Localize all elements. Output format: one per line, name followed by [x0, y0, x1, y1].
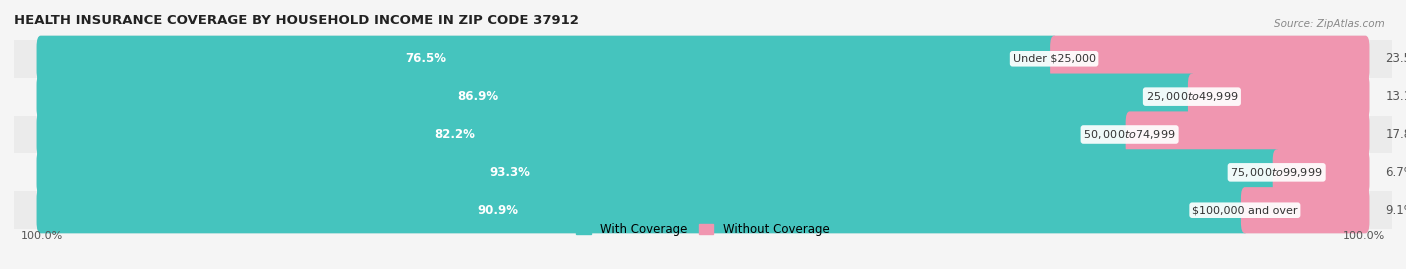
Text: 23.5%: 23.5%: [1385, 52, 1406, 65]
Text: $50,000 to $74,999: $50,000 to $74,999: [1084, 128, 1175, 141]
FancyBboxPatch shape: [37, 73, 1197, 120]
Text: HEALTH INSURANCE COVERAGE BY HOUSEHOLD INCOME IN ZIP CODE 37912: HEALTH INSURANCE COVERAGE BY HOUSEHOLD I…: [14, 14, 579, 27]
Text: $25,000 to $49,999: $25,000 to $49,999: [1146, 90, 1239, 103]
Text: 100.0%: 100.0%: [21, 231, 63, 241]
Text: 100.0%: 100.0%: [1343, 231, 1385, 241]
FancyBboxPatch shape: [37, 36, 1369, 82]
FancyBboxPatch shape: [37, 73, 1369, 120]
Text: 6.7%: 6.7%: [1385, 166, 1406, 179]
Text: 17.8%: 17.8%: [1385, 128, 1406, 141]
Text: Source: ZipAtlas.com: Source: ZipAtlas.com: [1274, 19, 1385, 29]
Text: 93.3%: 93.3%: [489, 166, 530, 179]
Text: 82.2%: 82.2%: [434, 128, 475, 141]
Text: 86.9%: 86.9%: [457, 90, 499, 103]
FancyBboxPatch shape: [1126, 111, 1369, 158]
Bar: [14, 116, 1392, 153]
Bar: [14, 153, 1392, 191]
Text: 90.9%: 90.9%: [478, 204, 519, 217]
FancyBboxPatch shape: [1241, 187, 1369, 233]
FancyBboxPatch shape: [37, 111, 1133, 158]
Legend: With Coverage, Without Coverage: With Coverage, Without Coverage: [572, 219, 834, 241]
Bar: [14, 78, 1392, 116]
FancyBboxPatch shape: [37, 149, 1281, 196]
FancyBboxPatch shape: [37, 36, 1059, 82]
Text: Under $25,000: Under $25,000: [1012, 54, 1095, 64]
FancyBboxPatch shape: [37, 187, 1249, 233]
Text: $100,000 and over: $100,000 and over: [1192, 205, 1298, 215]
Text: 76.5%: 76.5%: [405, 52, 446, 65]
FancyBboxPatch shape: [37, 149, 1369, 196]
FancyBboxPatch shape: [1188, 73, 1369, 120]
Text: $75,000 to $99,999: $75,000 to $99,999: [1230, 166, 1323, 179]
Bar: [14, 40, 1392, 78]
FancyBboxPatch shape: [37, 187, 1369, 233]
FancyBboxPatch shape: [37, 111, 1369, 158]
Bar: [14, 191, 1392, 229]
FancyBboxPatch shape: [1272, 149, 1369, 196]
Text: 9.1%: 9.1%: [1385, 204, 1406, 217]
Text: 13.1%: 13.1%: [1385, 90, 1406, 103]
FancyBboxPatch shape: [1050, 36, 1369, 82]
